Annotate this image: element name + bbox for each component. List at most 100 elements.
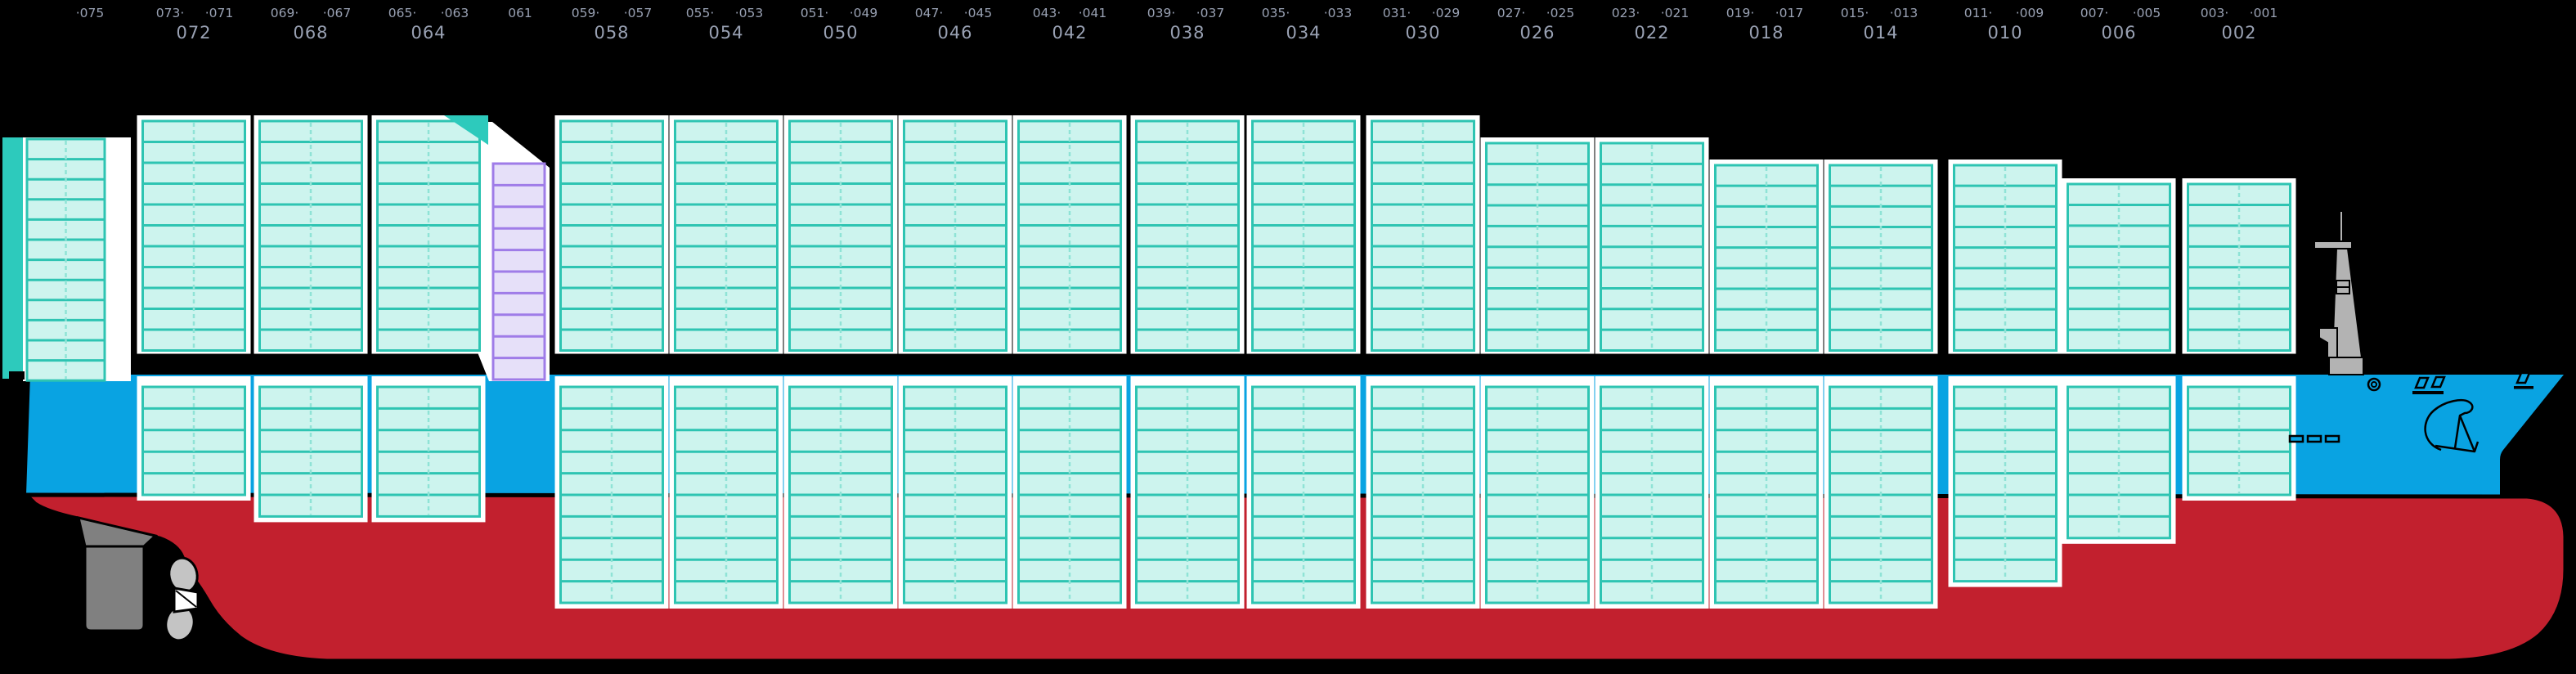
bay-label-small-059: 059· bbox=[572, 6, 600, 20]
bay-002-hold-stack[interactable] bbox=[2182, 376, 2296, 501]
bay-label-small-003: 003· bbox=[2201, 6, 2229, 20]
bay-label-large-006: 006 bbox=[2101, 23, 2136, 43]
bay-026-deck-stack[interactable] bbox=[1480, 137, 1595, 354]
bay-label-small-037: ·037 bbox=[1196, 6, 1225, 20]
bay-022-hold-stack[interactable] bbox=[1595, 376, 1709, 609]
bay-042-deck-stack[interactable] bbox=[1012, 115, 1127, 354]
bridge-window-icon bbox=[2515, 371, 2531, 384]
bay-018-hold-stack[interactable] bbox=[1709, 376, 1824, 609]
pilot-mark-3 bbox=[2324, 434, 2340, 443]
bow-hull-markings bbox=[2288, 371, 2533, 453]
bay-label-small-025: ·025 bbox=[1546, 6, 1575, 20]
bay-075-stack[interactable] bbox=[25, 137, 106, 382]
pilot-mark-2 bbox=[2306, 434, 2322, 443]
above-deck-stacks bbox=[137, 115, 2296, 354]
bay-010-deck-stack[interactable] bbox=[1948, 160, 2062, 354]
bay-label-small-039: 039· bbox=[1147, 6, 1176, 20]
bay-label-small-011: 011· bbox=[1964, 6, 1993, 20]
propeller bbox=[164, 556, 200, 642]
bay-label-small-031: 031· bbox=[1383, 6, 1411, 20]
bay-050-hold-stack[interactable] bbox=[783, 376, 898, 609]
bay-label-small-049: ·049 bbox=[850, 6, 878, 20]
hawse-circle-icon bbox=[2367, 377, 2381, 392]
bay-label-small-067: ·067 bbox=[323, 6, 352, 20]
bay-030-hold-stack[interactable] bbox=[1366, 376, 1480, 609]
bay-label-small-009: ·009 bbox=[2016, 6, 2044, 20]
bay-018-deck-stack[interactable] bbox=[1709, 160, 1824, 354]
anchor-icon bbox=[2424, 399, 2480, 453]
bay-label-small-029: ·029 bbox=[1432, 6, 1461, 20]
bay-label-small-047: 047· bbox=[915, 6, 944, 20]
bay-label-small-027: 027· bbox=[1497, 6, 1526, 20]
rudder bbox=[77, 515, 159, 632]
mast-antenna bbox=[2339, 210, 2344, 243]
bay-label-large-010: 010 bbox=[1987, 23, 2022, 43]
bay-label-small-053: ·053 bbox=[735, 6, 764, 20]
stern-teal-accent-bar bbox=[2, 137, 25, 379]
bay-label-large-042: 042 bbox=[1052, 23, 1087, 43]
bay-064-hold-stack[interactable] bbox=[371, 376, 486, 523]
bay-068-hold-stack[interactable] bbox=[254, 376, 368, 523]
bay-006-deck-stack[interactable] bbox=[2062, 178, 2176, 354]
bay-068-deck-stack[interactable] bbox=[254, 115, 368, 354]
bridge-window-icon bbox=[2430, 375, 2446, 389]
bay-046-hold-stack[interactable] bbox=[898, 376, 1012, 609]
below-deck-stacks bbox=[137, 376, 2296, 609]
stern-deck-chock bbox=[9, 371, 25, 380]
bay-050-deck-stack[interactable] bbox=[783, 115, 898, 354]
bay-label-small-023: 023· bbox=[1612, 6, 1640, 20]
bay-058-deck-stack[interactable] bbox=[554, 115, 669, 354]
bay-label-large-072: 072 bbox=[176, 23, 211, 43]
hawse-circle-inner bbox=[2371, 381, 2377, 388]
propeller-hub-line bbox=[175, 590, 197, 608]
bay-022-deck-stack[interactable] bbox=[1595, 137, 1709, 354]
bay-064-deck-stack[interactable] bbox=[371, 115, 486, 354]
bay-026-hold-stack[interactable] bbox=[1480, 376, 1595, 609]
bay-label-large-014: 014 bbox=[1863, 23, 1898, 43]
bay-label-large-022: 022 bbox=[1634, 23, 1669, 43]
bay-002-deck-stack[interactable] bbox=[2182, 178, 2296, 354]
bay-label-large-068: 068 bbox=[293, 23, 328, 43]
bay-072-deck-stack[interactable] bbox=[137, 115, 251, 354]
mast-crosstree bbox=[2313, 240, 2353, 249]
bay-038-deck-stack[interactable] bbox=[1130, 115, 1245, 354]
bay-label-small-073: 073· bbox=[156, 6, 185, 20]
bay-label-small-001: ·001 bbox=[2250, 6, 2278, 20]
bay-010-hold-stack[interactable] bbox=[1948, 376, 2062, 587]
bay-label-large-054: 054 bbox=[708, 23, 743, 43]
bay-014-deck-stack[interactable] bbox=[1824, 160, 1938, 354]
stem-sill-line bbox=[2514, 386, 2533, 389]
mast-platform bbox=[2318, 327, 2338, 358]
bay-label-large-018: 018 bbox=[1748, 23, 1784, 43]
bay-042-hold-stack[interactable] bbox=[1012, 376, 1127, 609]
bay-label-small-045: ·045 bbox=[964, 6, 993, 20]
bay-014-hold-stack[interactable] bbox=[1824, 376, 1938, 609]
bay-064-teal-corner-overlay bbox=[444, 115, 488, 145]
bay-label-small-075: ·075 bbox=[76, 6, 105, 20]
bay-030-deck-stack[interactable] bbox=[1366, 115, 1480, 354]
bay-046-deck-stack[interactable] bbox=[898, 115, 1012, 354]
bay-label-small-061: 061 bbox=[508, 6, 532, 20]
bay-label-small-021: ·021 bbox=[1661, 6, 1690, 20]
bay-label-small-005: ·005 bbox=[2133, 6, 2161, 20]
bay-054-hold-stack[interactable] bbox=[669, 376, 783, 609]
bay-072-hold-stack[interactable] bbox=[137, 376, 251, 501]
bay-006-hold-stack[interactable] bbox=[2062, 376, 2176, 544]
bay-034-hold-stack[interactable] bbox=[1246, 376, 1361, 609]
bay-038-hold-stack[interactable] bbox=[1130, 376, 1245, 609]
bay-label-large-050: 050 bbox=[823, 23, 858, 43]
bay-061-purple-stack[interactable] bbox=[491, 162, 546, 381]
bay-label-small-015: 015· bbox=[1841, 6, 1869, 20]
bay-label-large-002: 002 bbox=[2221, 23, 2256, 43]
bay-058-hold-stack[interactable] bbox=[554, 376, 669, 609]
bay-label-large-030: 030 bbox=[1405, 23, 1440, 43]
bay-054-deck-stack[interactable] bbox=[669, 115, 783, 354]
bay-label-large-026: 026 bbox=[1519, 23, 1555, 43]
window-sill-line bbox=[2412, 391, 2444, 394]
bay-label-small-041: ·041 bbox=[1079, 6, 1107, 20]
bay-label-small-065: 065· bbox=[388, 6, 417, 20]
bay-034-deck-stack[interactable] bbox=[1246, 115, 1361, 354]
bay-label-large-034: 034 bbox=[1286, 23, 1321, 43]
